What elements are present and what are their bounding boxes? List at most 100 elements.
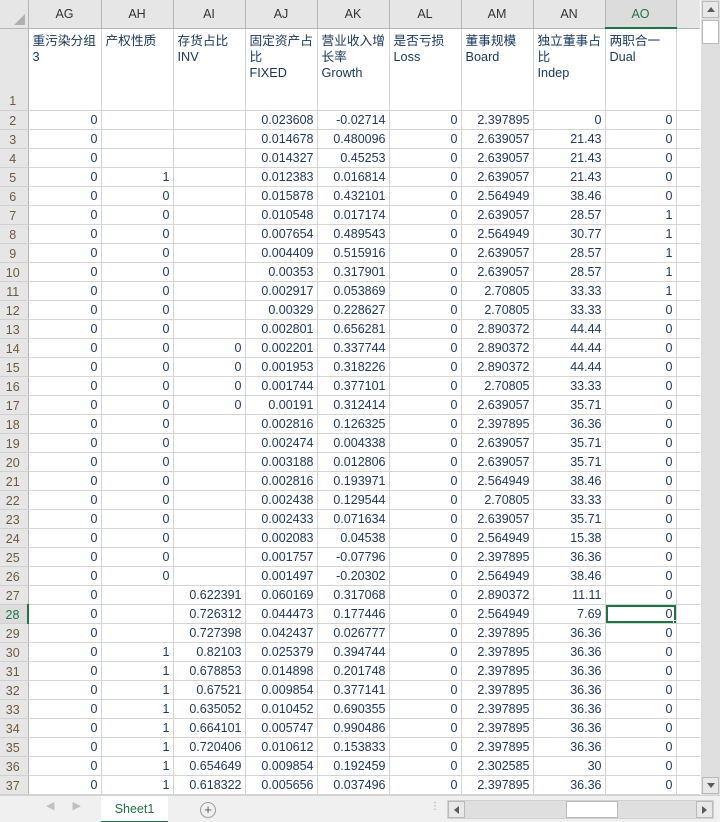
cell-AM24[interactable]: 2.564949 [461,528,534,548]
cell-AM7[interactable]: 2.639057 [461,205,534,225]
cell-AN36[interactable]: 30 [533,756,606,776]
cell-blank9[interactable] [676,243,700,263]
cell-AK31[interactable]: 0.201748 [317,661,390,681]
cell-AH4[interactable] [101,148,174,168]
cell-AN6[interactable]: 38.46 [533,186,606,206]
cell-AN9[interactable]: 28.57 [533,243,606,263]
cell-AH14[interactable]: 0 [101,338,174,358]
cell-AG31[interactable]: 0 [28,661,102,681]
cell-AN5[interactable]: 21.43 [533,167,606,187]
cell-AN32[interactable]: 36.36 [533,680,606,700]
cell-AH25[interactable]: 0 [101,547,174,567]
cell-AI35[interactable]: 0.720406 [173,737,246,757]
vertical-scrollbar[interactable] [700,0,720,795]
cell-AH34[interactable]: 1 [101,718,174,738]
cell-AL4[interactable]: 0 [389,148,462,168]
cell-AG34[interactable]: 0 [28,718,102,738]
row-header-18[interactable]: 18 [0,414,29,434]
cell-AJ18[interactable]: 0.002816 [245,414,318,434]
cell-blank8[interactable] [676,224,700,244]
cell-blank13[interactable] [676,319,700,339]
row-header-6[interactable]: 6 [0,186,29,206]
cell-AG12[interactable]: 0 [28,300,102,320]
cell-AH8[interactable]: 0 [101,224,174,244]
row-header-28[interactable]: 28 [0,604,29,624]
cell-AK29[interactable]: 0.026777 [317,623,390,643]
cell-AH30[interactable]: 1 [101,642,174,662]
row-header-37[interactable]: 37 [0,775,29,795]
cell-AG21[interactable]: 0 [28,471,102,491]
cell-AJ19[interactable]: 0.002474 [245,433,318,453]
row-header-8[interactable]: 8 [0,224,29,244]
cell-AN23[interactable]: 35.71 [533,509,606,529]
cell-AO22[interactable]: 0 [605,490,677,510]
vertical-scrollbar-thumb[interactable] [702,20,719,44]
cell-AH2[interactable] [101,110,174,130]
cell-AG3[interactable]: 0 [28,129,102,149]
horizontal-scrollbar[interactable] [447,800,714,819]
cell-AI2[interactable] [173,110,246,130]
cell-AJ37[interactable]: 0.005656 [245,775,318,795]
cell-AN3[interactable]: 21.43 [533,129,606,149]
cell-AM37[interactable]: 2.397895 [461,775,534,795]
cell-AL16[interactable]: 0 [389,376,462,396]
cell-AK13[interactable]: 0.656281 [317,319,390,339]
cell-AH24[interactable]: 0 [101,528,174,548]
cell-AJ7[interactable]: 0.010548 [245,205,318,225]
cell-AK36[interactable]: 0.192459 [317,756,390,776]
cell-AH5[interactable]: 1 [101,167,174,187]
cell-AI30[interactable]: 0.82103 [173,642,246,662]
cell-AM35[interactable]: 2.397895 [461,737,534,757]
cell-AL18[interactable]: 0 [389,414,462,434]
cell-AL34[interactable]: 0 [389,718,462,738]
cell-AH35[interactable]: 1 [101,737,174,757]
cell-AH3[interactable] [101,129,174,149]
cell-AI36[interactable]: 0.654649 [173,756,246,776]
cell-AL5[interactable]: 0 [389,167,462,187]
cell-AO2[interactable]: 0 [605,110,677,130]
row-header-5[interactable]: 5 [0,167,29,187]
cell-AI19[interactable] [173,433,246,453]
cell-AK33[interactable]: 0.690355 [317,699,390,719]
cell-AO19[interactable]: 0 [605,433,677,453]
cell-AG7[interactable]: 0 [28,205,102,225]
cell-AJ28[interactable]: 0.044473 [245,604,318,624]
cell-AK25[interactable]: -0.07796 [317,547,390,567]
cell-AM13[interactable]: 2.890372 [461,319,534,339]
cell-AJ1[interactable]: 固定资产占比 FIXED [245,28,318,111]
cell-AN15[interactable]: 44.44 [533,357,606,377]
cell-blank4[interactable] [676,148,700,168]
column-header-an[interactable]: AN [533,0,606,29]
cell-AO16[interactable]: 0 [605,376,677,396]
row-header-36[interactable]: 36 [0,756,29,776]
cell-blank7[interactable] [676,205,700,225]
cell-AO33[interactable]: 0 [605,699,677,719]
cell-AI23[interactable] [173,509,246,529]
cell-AO15[interactable]: 0 [605,357,677,377]
row-header-4[interactable]: 4 [0,148,29,168]
cell-AK21[interactable]: 0.193971 [317,471,390,491]
cell-AK20[interactable]: 0.012806 [317,452,390,472]
cell-AG24[interactable]: 0 [28,528,102,548]
cell-blank19[interactable] [676,433,700,453]
cell-blank32[interactable] [676,680,700,700]
cell-AM9[interactable]: 2.639057 [461,243,534,263]
cell-AH20[interactable]: 0 [101,452,174,472]
cell-AH1[interactable]: 产权性质 [101,28,174,111]
cell-AK37[interactable]: 0.037496 [317,775,390,795]
scroll-up-button[interactable] [702,1,719,18]
row-header-27[interactable]: 27 [0,585,29,605]
cell-AO32[interactable]: 0 [605,680,677,700]
cell-AO14[interactable]: 0 [605,338,677,358]
cell-AH18[interactable]: 0 [101,414,174,434]
cell-AM21[interactable]: 2.564949 [461,471,534,491]
cell-blank34[interactable] [676,718,700,738]
cell-AK6[interactable]: 0.432101 [317,186,390,206]
cell-AI32[interactable]: 0.67521 [173,680,246,700]
cell-AO7[interactable]: 1 [605,205,677,225]
row-header-7[interactable]: 7 [0,205,29,225]
cell-AJ5[interactable]: 0.012383 [245,167,318,187]
cell-AJ11[interactable]: 0.002917 [245,281,318,301]
cell-AO4[interactable]: 0 [605,148,677,168]
column-header-ak[interactable]: AK [317,0,390,29]
